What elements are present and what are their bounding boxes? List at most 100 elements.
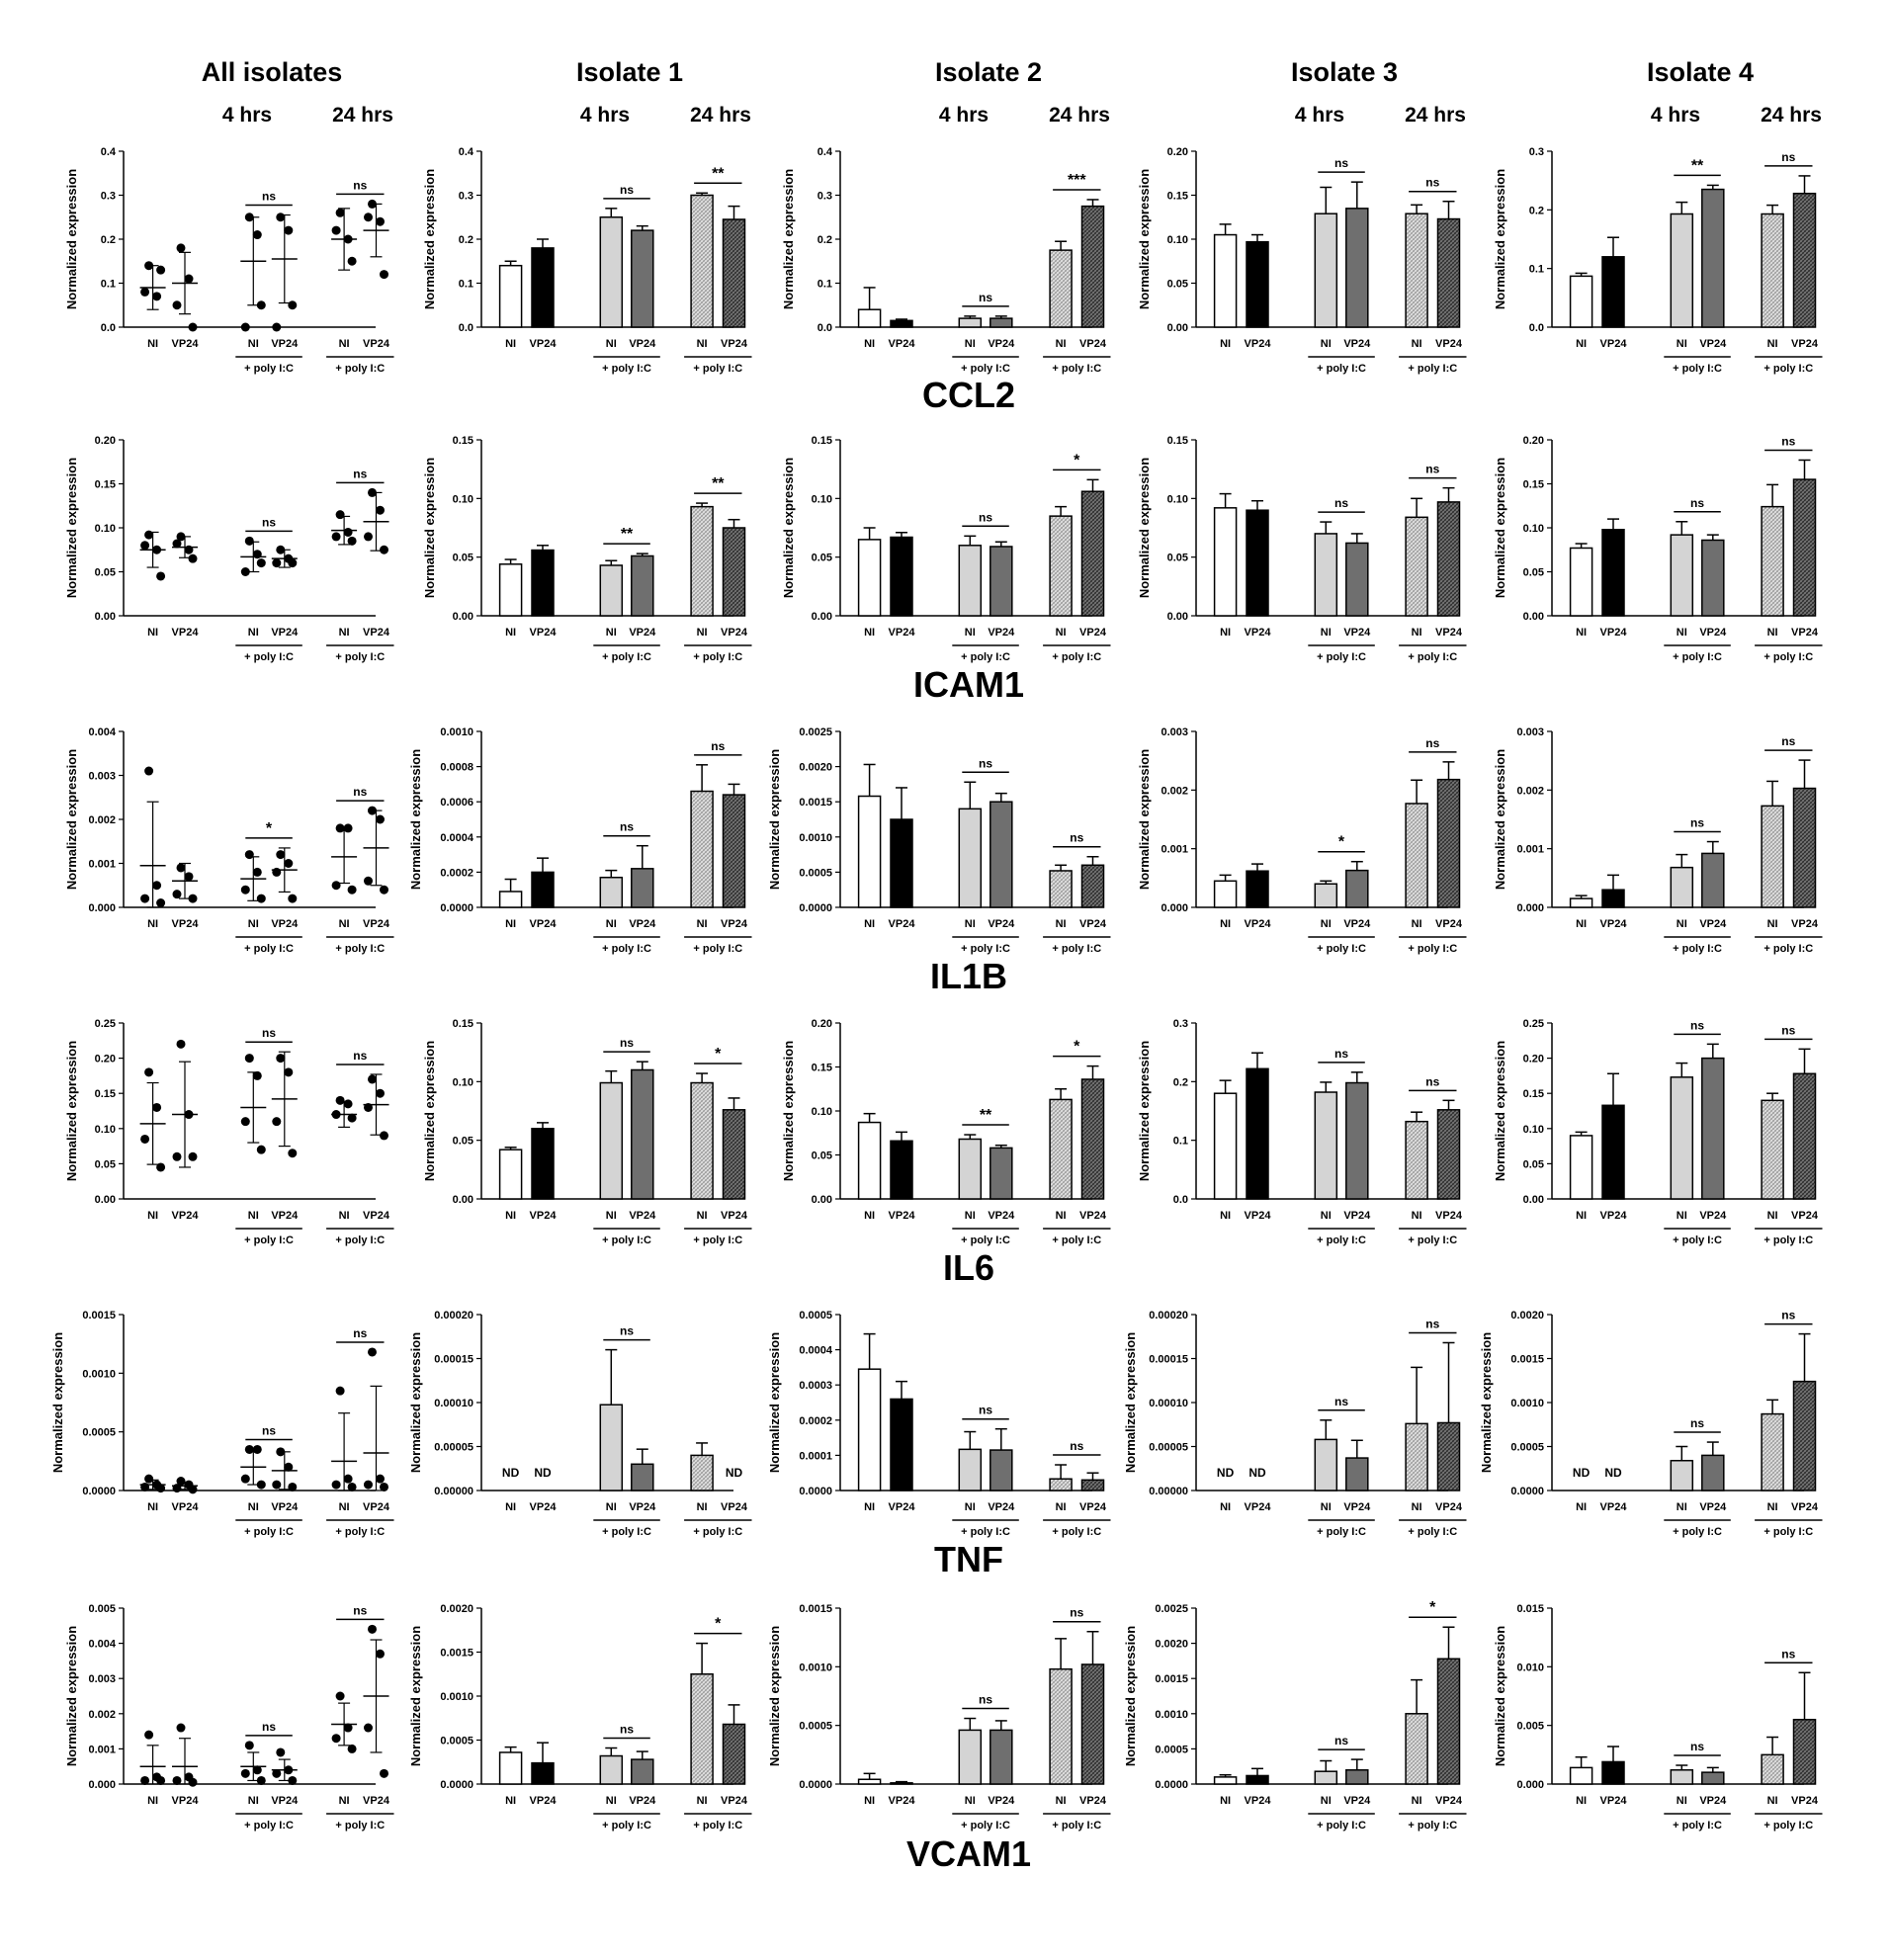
gene-label: TNF xyxy=(934,1539,1003,1579)
x-tick-label: NI xyxy=(248,1210,259,1222)
bar xyxy=(722,1109,746,1200)
data-point xyxy=(288,894,298,903)
y-tick-label: 0.20 xyxy=(95,1054,116,1065)
bar xyxy=(1049,515,1073,617)
y-axis-label: Normalized expression xyxy=(422,169,437,309)
bar xyxy=(958,808,983,908)
bar xyxy=(1701,1771,1725,1785)
data-point xyxy=(380,545,388,554)
treatment-label: + poly I:C xyxy=(1052,943,1101,955)
bar xyxy=(989,317,1013,328)
bar xyxy=(1080,864,1105,908)
panel-VCAM1-1: 0.0000 0.0005 0.0010 0.0015 0.0020 Normalized… xyxy=(408,1603,752,1832)
panel-IL6-2: 0.00 0.05 0.10 0.15 0.20 Normalized expressio… xyxy=(781,1018,1111,1246)
y-tick-label: 0.00020 xyxy=(434,1310,473,1321)
bar xyxy=(890,536,913,617)
bar xyxy=(1761,1099,1784,1200)
panel-VCAM1-2: 0.0000 0.0005 0.0010 0.0015 Normalized expre… xyxy=(767,1603,1111,1832)
y-axis-label: Normalized expression xyxy=(1493,749,1507,890)
data-point xyxy=(364,876,373,886)
sig-label: ns xyxy=(353,1049,367,1063)
bar xyxy=(531,871,555,908)
treatment-label: + poly I:C xyxy=(244,1235,294,1246)
sig-label: ns xyxy=(1781,734,1795,748)
bar xyxy=(1049,249,1073,328)
x-tick-label: VP24 xyxy=(530,1795,558,1807)
bar xyxy=(1569,897,1593,908)
bar xyxy=(1080,1663,1105,1785)
x-tick-label: NI xyxy=(1220,338,1231,350)
sig-label: * xyxy=(715,1046,722,1063)
data-point xyxy=(240,885,250,895)
y-tick-label: 0.0000 xyxy=(1155,1779,1188,1791)
y-axis-label: Normalized expression xyxy=(64,458,79,598)
x-tick-label: VP24 xyxy=(1791,1210,1819,1222)
y-tick-label: 0.00000 xyxy=(1149,1486,1188,1497)
x-tick-label: VP24 xyxy=(172,1501,200,1513)
sig-label: *** xyxy=(1068,172,1086,189)
treatment-label: + poly I:C xyxy=(961,363,1010,375)
bar xyxy=(958,1729,983,1785)
y-tick-label: 0.000 xyxy=(88,902,116,914)
data-point xyxy=(276,1747,286,1757)
x-tick-label: NI xyxy=(1412,1795,1422,1807)
y-tick-label: 0.00 xyxy=(1167,611,1188,623)
x-tick-label: NI xyxy=(1677,1795,1687,1807)
x-tick-label: NI xyxy=(1767,1795,1778,1807)
y-tick-label: 0.0000 xyxy=(440,1779,473,1791)
x-tick-label: VP24 xyxy=(1079,1210,1107,1222)
y-tick-label: 0.00015 xyxy=(434,1354,473,1366)
treatment-label: + poly I:C xyxy=(335,1820,385,1832)
x-tick-label: NI xyxy=(1056,338,1067,350)
y-tick-label: 0.20 xyxy=(1523,435,1544,447)
data-point xyxy=(276,850,286,860)
data-point xyxy=(368,1347,377,1357)
bar xyxy=(1761,1753,1784,1785)
data-point xyxy=(343,1099,353,1109)
y-tick-label: 0.05 xyxy=(95,567,116,579)
treatment-label: + poly I:C xyxy=(1673,1235,1722,1246)
x-tick-label: VP24 xyxy=(1343,918,1371,930)
data-point xyxy=(172,890,182,899)
x-tick-label: VP24 xyxy=(271,1795,299,1807)
y-tick-label: 0.000 xyxy=(88,1779,116,1791)
x-tick-label: NI xyxy=(864,627,875,639)
data-point xyxy=(376,814,385,824)
y-tick-label: 0.001 xyxy=(1516,844,1544,856)
bar xyxy=(1213,507,1238,617)
data-point xyxy=(156,1775,166,1785)
treatment-label: + poly I:C xyxy=(335,1526,385,1538)
nd-label: ND xyxy=(1217,1466,1235,1480)
y-tick-label: 0.0 xyxy=(1529,322,1544,334)
sig-label: ** xyxy=(712,165,725,182)
bar xyxy=(857,308,882,328)
y-tick-label: 0.015 xyxy=(1516,1603,1544,1615)
bar xyxy=(631,1758,654,1785)
y-tick-label: 0.2 xyxy=(817,234,832,246)
y-tick-label: 0.1 xyxy=(1173,1136,1188,1148)
y-tick-label: 0.0015 xyxy=(799,797,832,809)
bar xyxy=(1405,1713,1428,1785)
data-point xyxy=(240,1768,250,1778)
data-point xyxy=(331,532,341,542)
y-tick-label: 0.002 xyxy=(88,814,116,826)
y-axis-label: Normalized expression xyxy=(1493,1626,1507,1766)
bar xyxy=(690,505,714,617)
bar xyxy=(1049,1478,1073,1491)
treatment-label: + poly I:C xyxy=(335,1235,385,1246)
x-tick-label: VP24 xyxy=(1600,918,1628,930)
treatment-label: + poly I:C xyxy=(602,1235,651,1246)
bar xyxy=(857,539,882,617)
time-label-24h: 24 hrs xyxy=(1405,104,1466,127)
treatment-label: + poly I:C xyxy=(335,651,385,663)
data-point xyxy=(176,863,186,873)
x-tick-label: NI xyxy=(965,1795,976,1807)
panel-CCL2-0: 0.0 0.1 0.2 0.3 0.4 Normalized expression NI VP… xyxy=(64,146,394,375)
x-tick-label: NI xyxy=(864,1210,875,1222)
y-tick-label: 0.10 xyxy=(95,523,116,535)
x-tick-label: VP24 xyxy=(988,627,1015,639)
x-tick-label: NI xyxy=(1220,918,1231,930)
x-tick-label: VP24 xyxy=(1600,1501,1628,1513)
x-tick-label: VP24 xyxy=(1079,627,1107,639)
x-tick-label: VP24 xyxy=(629,338,656,350)
